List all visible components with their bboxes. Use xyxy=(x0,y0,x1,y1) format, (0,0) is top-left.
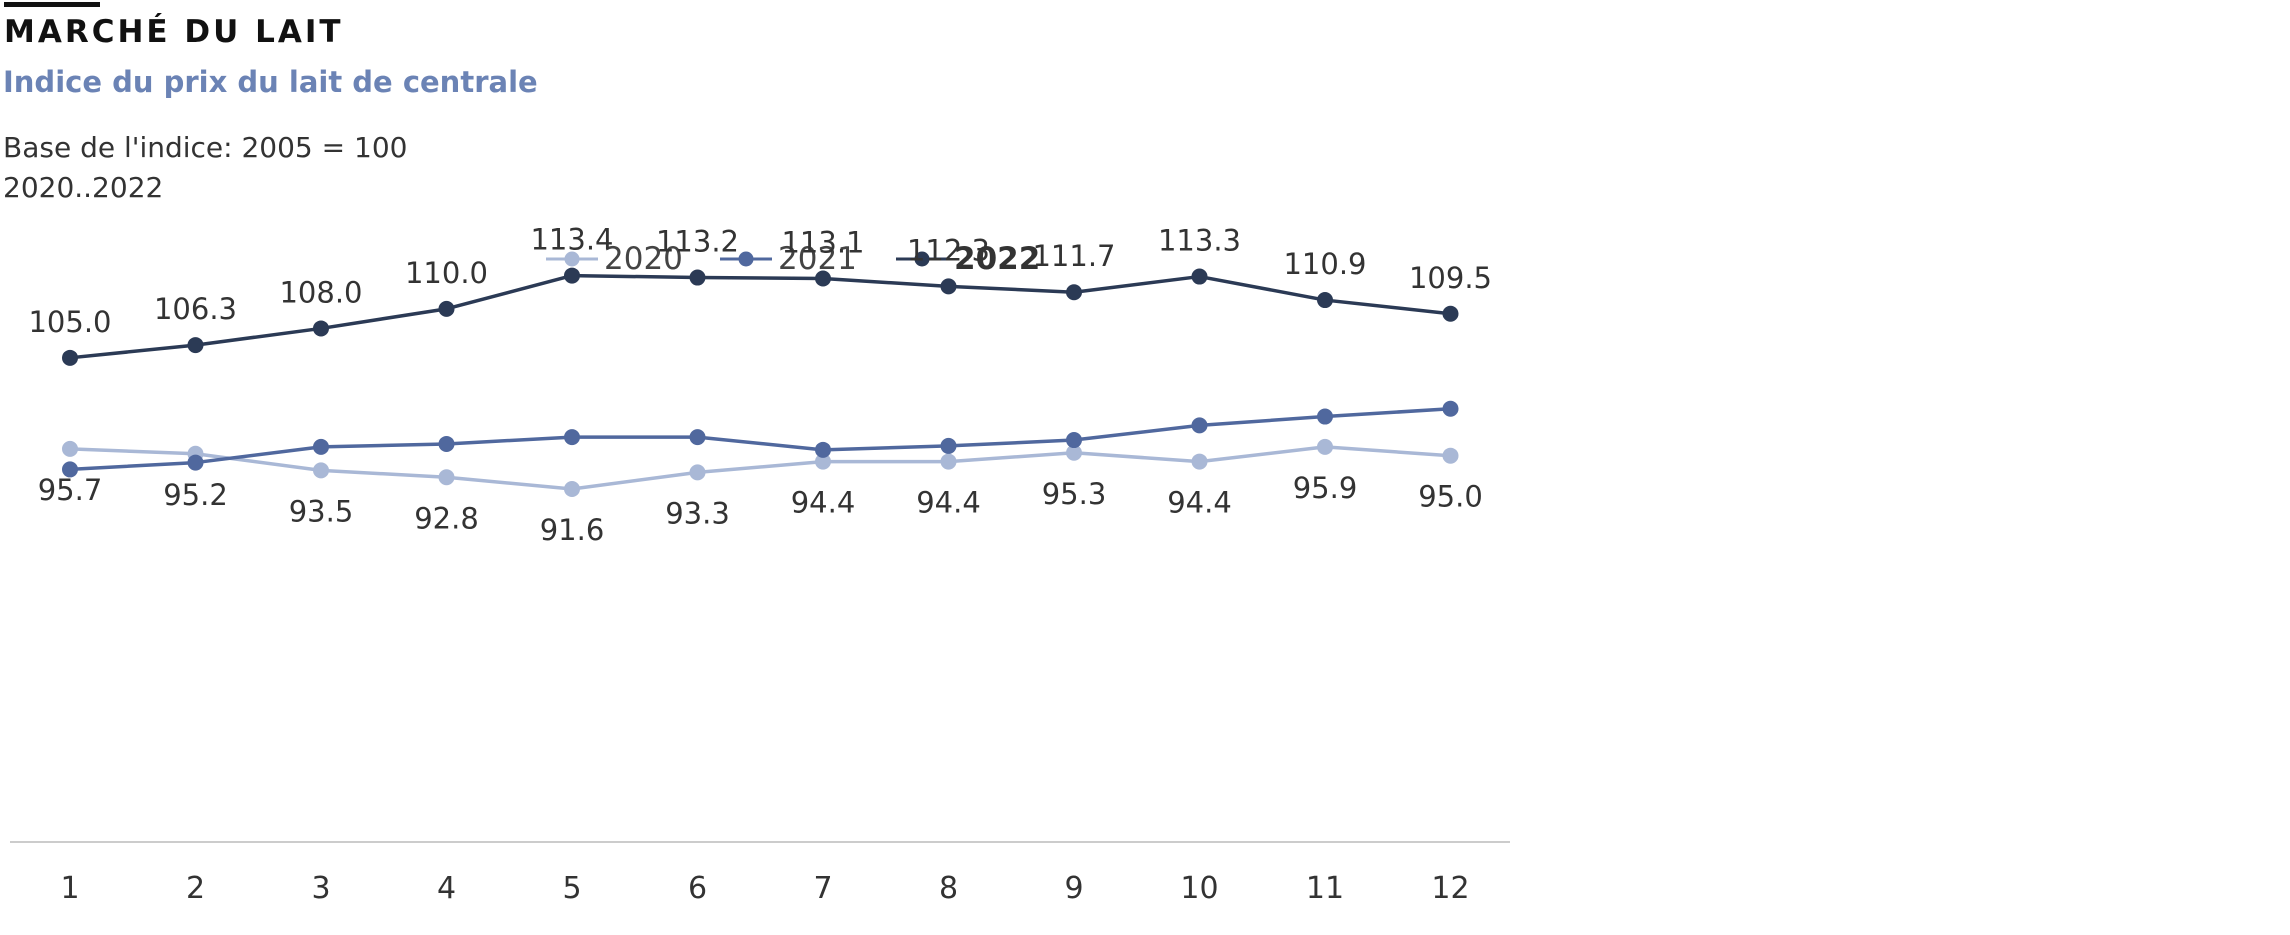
series-line-2022 xyxy=(69,273,1451,360)
data-label-2020: 91.6 xyxy=(540,513,605,547)
data-point-2022 xyxy=(62,349,78,366)
data-point-2021 xyxy=(564,429,580,446)
data-label-2022: 113.1 xyxy=(781,226,864,260)
x-tick-label: 4 xyxy=(437,871,456,906)
data-point-2021 xyxy=(1191,417,1208,434)
legend-label: 2020 xyxy=(604,241,683,277)
data-point-2021 xyxy=(187,454,204,471)
data-point-2021 xyxy=(62,461,78,478)
data-point-2021 xyxy=(815,441,831,458)
data-label-2020: 93.5 xyxy=(289,494,354,528)
data-point-2020 xyxy=(62,440,78,457)
series-line-2020 xyxy=(69,445,1451,491)
data-point-2022 xyxy=(1191,268,1208,285)
data-point-2022 xyxy=(564,267,580,284)
title-accent-bar xyxy=(4,2,100,7)
data-point-2021 xyxy=(689,429,706,446)
data-label-2022: 110.0 xyxy=(405,256,488,290)
x-tick-label: 6 xyxy=(688,871,707,906)
data-label-2020: 95.7 xyxy=(38,473,103,507)
data-point-2020 xyxy=(1191,453,1208,470)
data-label-2022: 112.3 xyxy=(907,233,990,267)
data-point-2022 xyxy=(1317,292,1333,309)
chart-title: MARCHÉ DU LAIT xyxy=(4,14,344,50)
data-point-2020 xyxy=(1317,438,1333,455)
data-label-2020: 95.3 xyxy=(1042,477,1107,511)
data-point-2020 xyxy=(1066,444,1082,461)
data-label-2022: 105.0 xyxy=(28,305,111,339)
legend-swatch-marker xyxy=(914,251,930,267)
data-label-2020: 95.9 xyxy=(1293,471,1358,505)
data-label-2022: 108.0 xyxy=(279,275,362,309)
data-point-2020 xyxy=(815,453,831,470)
data-point-2020 xyxy=(313,462,329,479)
x-tick-label: 8 xyxy=(939,871,958,906)
data-label-2020: 95.2 xyxy=(163,478,228,512)
data-point-2021 xyxy=(1317,408,1333,425)
x-tick-label: 2 xyxy=(186,871,205,906)
data-label-2022: 110.9 xyxy=(1283,247,1366,281)
data-point-2021 xyxy=(438,435,455,452)
data-label-2022: 113.2 xyxy=(656,225,739,259)
data-label-2022: 109.5 xyxy=(1409,261,1492,295)
chart-subtitle: Indice du prix du lait de centrale xyxy=(3,65,538,99)
data-point-2020 xyxy=(1442,447,1459,464)
x-tick-label: 7 xyxy=(813,871,832,906)
x-tick-label: 1 xyxy=(60,871,79,906)
data-label-2020: 92.8 xyxy=(414,501,479,535)
data-point-2020 xyxy=(689,464,706,481)
legend-swatch-marker xyxy=(564,251,580,267)
data-label-2022: 113.4 xyxy=(530,223,613,257)
data-point-2021 xyxy=(313,438,329,455)
data-label-2022: 113.3 xyxy=(1158,224,1241,258)
x-tick-label: 10 xyxy=(1180,871,1218,906)
data-point-2021 xyxy=(1066,432,1082,449)
x-tick-label: 5 xyxy=(562,871,581,906)
series-line-2021 xyxy=(69,406,1451,472)
data-label-2020: 94.4 xyxy=(1167,486,1232,520)
data-point-2022 xyxy=(1442,305,1459,322)
data-point-2022 xyxy=(940,278,957,295)
data-point-2022 xyxy=(815,270,831,287)
data-point-2020 xyxy=(564,481,580,497)
data-point-2020 xyxy=(438,469,455,486)
x-tick-label: 9 xyxy=(1064,871,1083,906)
data-point-2020 xyxy=(940,453,957,470)
data-point-2022 xyxy=(438,300,455,317)
data-point-2022 xyxy=(187,337,204,354)
x-tick-label: 12 xyxy=(1431,871,1469,906)
period-note: 2020..2022 xyxy=(3,171,164,204)
data-point-2022 xyxy=(313,320,329,337)
data-label-2020: 94.4 xyxy=(791,486,856,520)
data-label-2020: 95.0 xyxy=(1418,480,1483,514)
data-point-2022 xyxy=(1066,284,1082,301)
data-point-2021 xyxy=(940,437,957,454)
data-label-2020: 94.4 xyxy=(916,486,981,520)
data-point-2021 xyxy=(1442,400,1459,417)
data-label-2022: 106.3 xyxy=(154,292,237,326)
data-label-2022: 111.7 xyxy=(1032,239,1115,273)
legend-label: 2021 xyxy=(778,241,857,277)
x-tick-label: 11 xyxy=(1306,871,1344,906)
data-label-2020: 93.3 xyxy=(665,496,730,530)
index-base-note: Base de l'indice: 2005 = 100 xyxy=(3,131,408,164)
legend-swatch-marker xyxy=(738,251,754,267)
data-point-2022 xyxy=(689,269,706,286)
legend-label: 2022 xyxy=(954,241,1040,277)
x-tick-label: 3 xyxy=(311,871,330,906)
